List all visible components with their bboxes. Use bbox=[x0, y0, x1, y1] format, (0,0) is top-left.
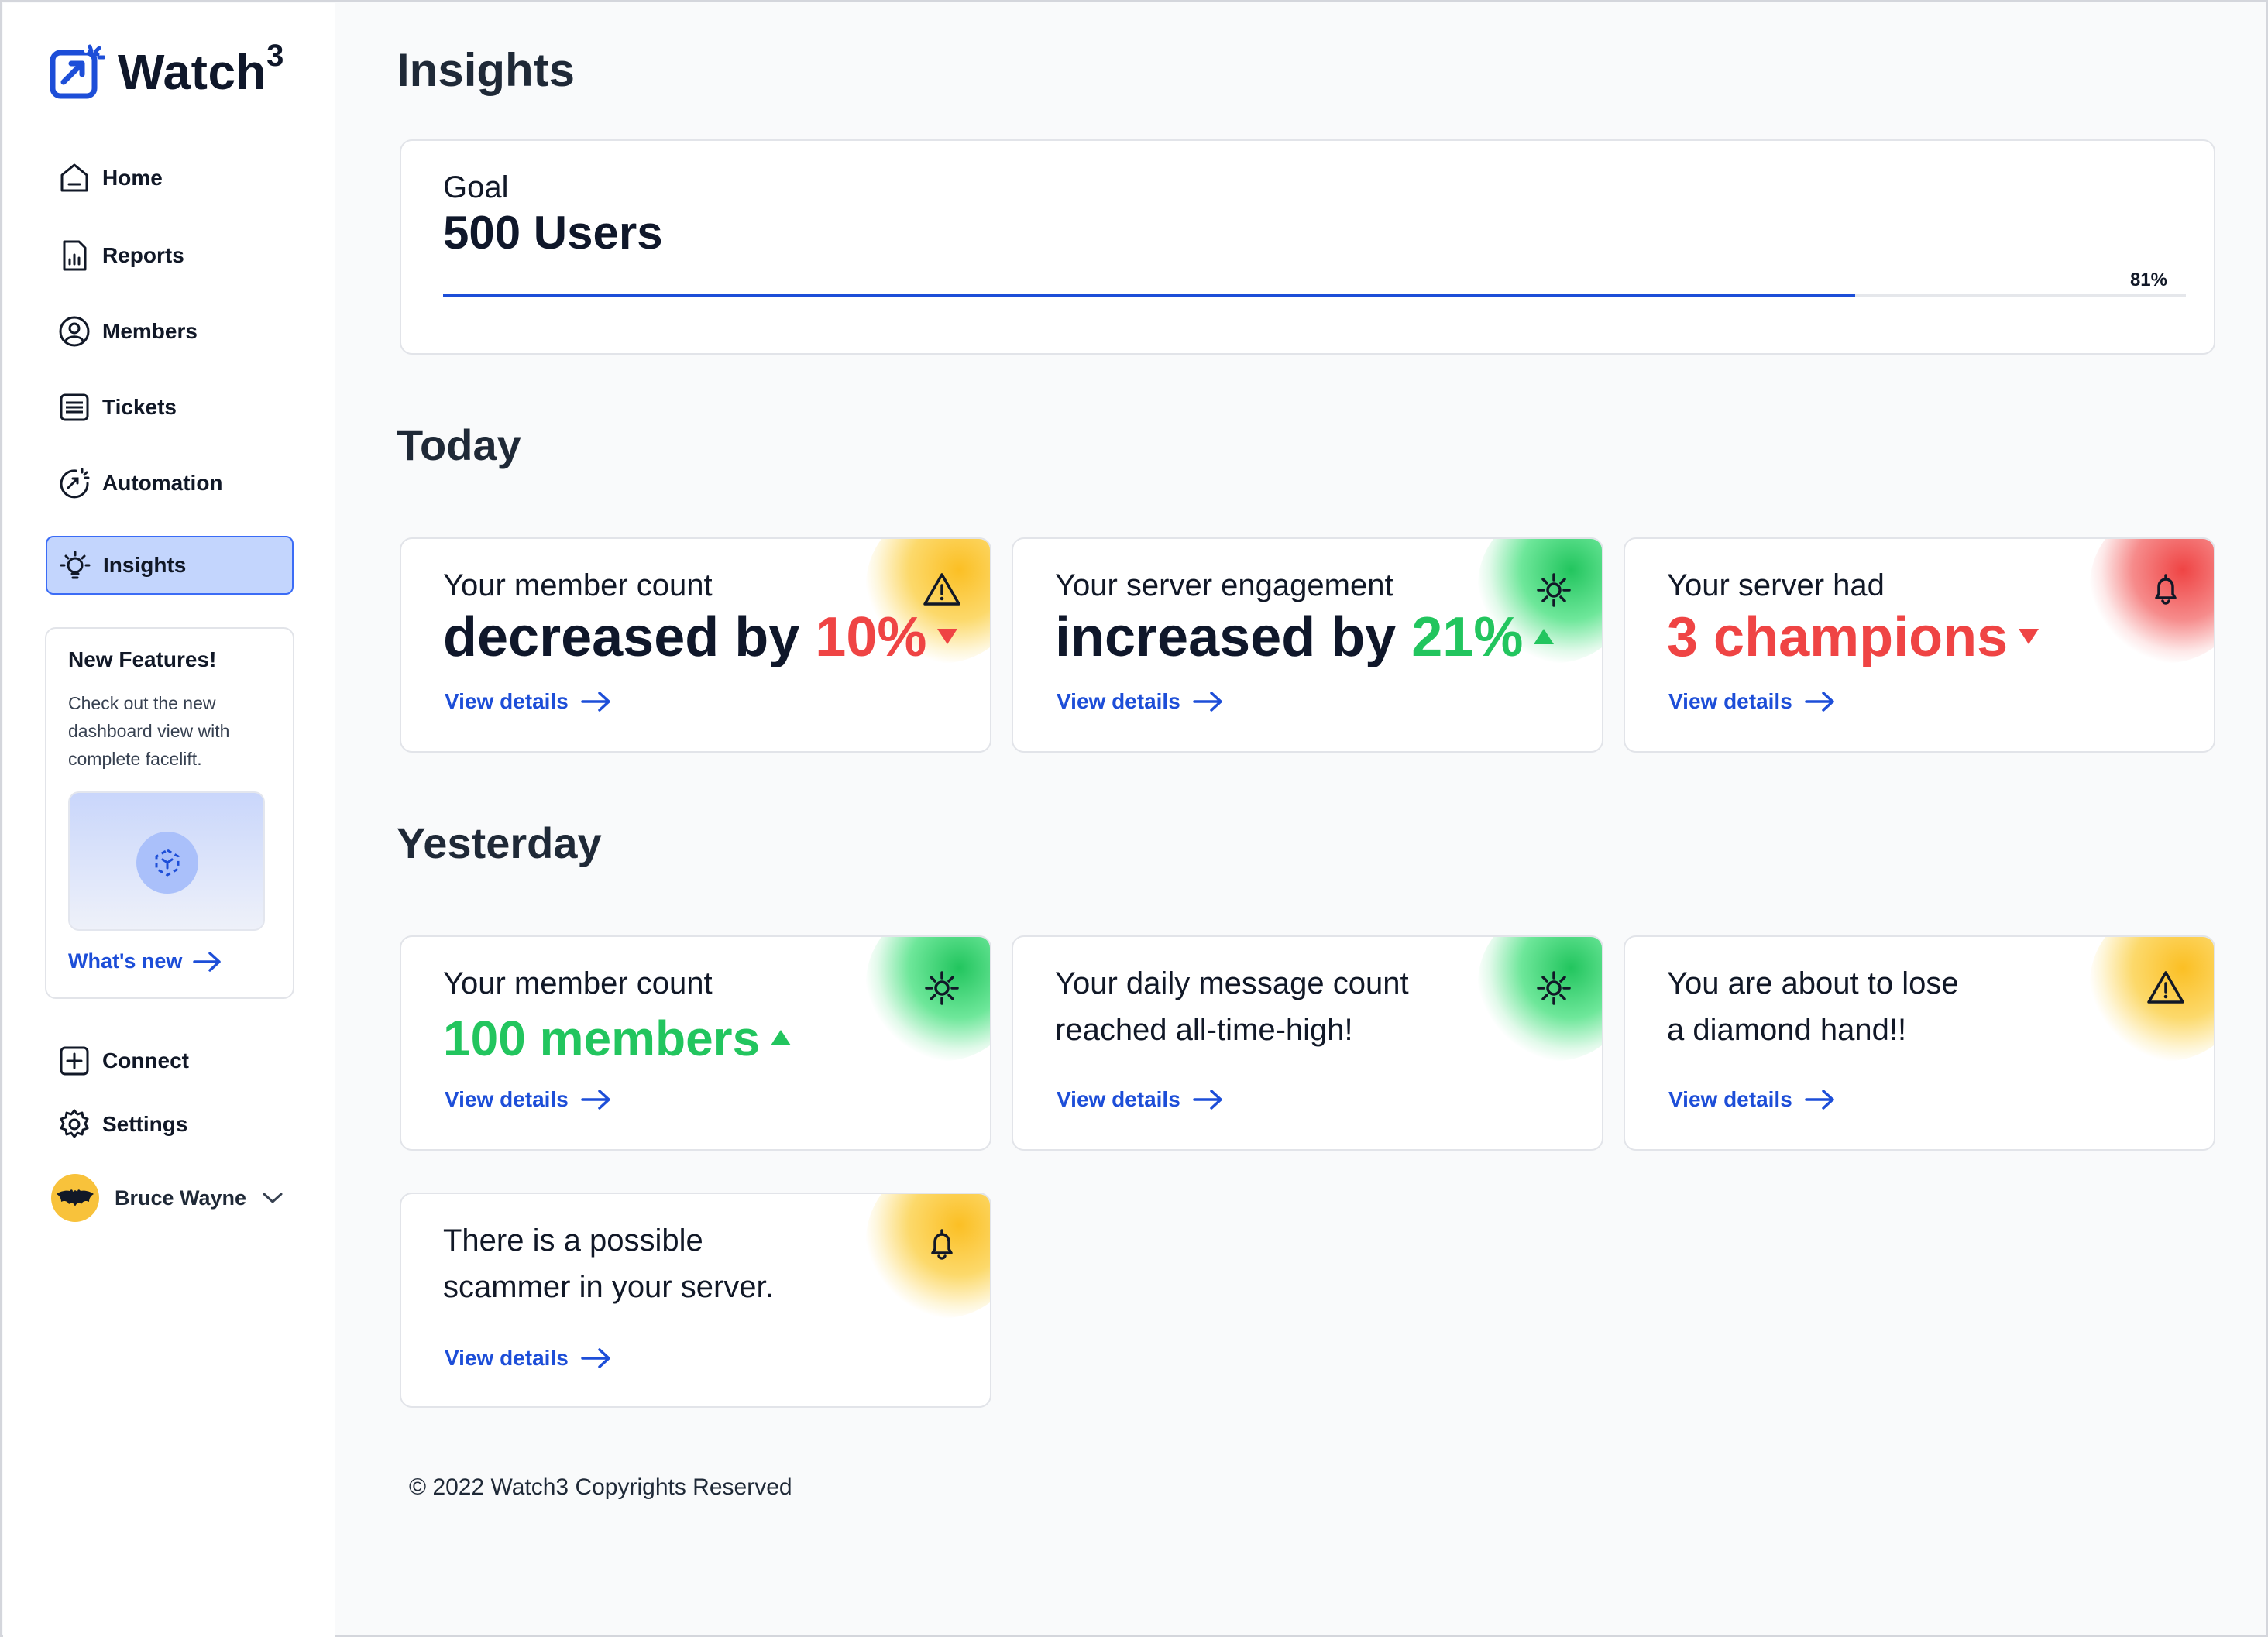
card-metric: 100 members bbox=[443, 1010, 792, 1067]
cube-scan-icon bbox=[155, 849, 180, 877]
trend-down-icon bbox=[937, 628, 958, 644]
home-icon bbox=[60, 163, 88, 192]
sidebar-item-home[interactable]: Home bbox=[46, 149, 294, 208]
section-yesterday-title: Yesterday bbox=[397, 818, 602, 867]
arrow-right-icon bbox=[1805, 692, 1834, 712]
card-title: Your server engagement bbox=[1055, 568, 1393, 602]
sidebar-item-settings[interactable]: Settings bbox=[46, 1095, 294, 1154]
view-details-link[interactable]: View details bbox=[445, 1087, 612, 1112]
user-menu[interactable]: Bruce Wayne bbox=[51, 1174, 284, 1222]
feature-description: Check out the new dashboard view with co… bbox=[68, 693, 230, 769]
card-title: You are about to lose bbox=[1667, 966, 1959, 1000]
goal-value: 500 Users bbox=[443, 207, 663, 259]
arrow-right-icon bbox=[1193, 692, 1222, 712]
view-details-link[interactable]: View details bbox=[1057, 689, 1224, 714]
whats-new-label: What's new bbox=[68, 949, 183, 973]
card-title: Your daily message count bbox=[1055, 966, 1409, 1000]
trend-down-icon bbox=[2019, 628, 2039, 644]
insight-card-diamond-hand-yesterday[interactable]: You are about to lose a diamond hand!! V… bbox=[1624, 935, 2215, 1151]
insight-card-member-count-yesterday[interactable]: Your member count 100 members View detai… bbox=[400, 935, 991, 1151]
sidebar-item-label: Settings bbox=[102, 1112, 188, 1136]
sidebar-item-label: Automation bbox=[102, 471, 223, 495]
automation-icon bbox=[60, 468, 90, 499]
sparkle-icon bbox=[1537, 573, 1571, 607]
arrow-right-icon bbox=[1193, 1090, 1222, 1110]
sidebar-item-insights[interactable]: Insights bbox=[46, 536, 294, 595]
arrow-right-icon bbox=[1805, 1090, 1834, 1110]
whats-new-link[interactable]: What's new bbox=[68, 949, 271, 973]
section-today-title: Today bbox=[397, 420, 521, 469]
warning-icon bbox=[2147, 971, 2184, 1004]
user-name: Bruce Wayne bbox=[115, 1186, 247, 1210]
arrow-right-icon bbox=[581, 1348, 610, 1368]
sidebar-item-label: Members bbox=[102, 319, 198, 343]
bell-icon bbox=[931, 1229, 953, 1260]
insight-card-scammer-yesterday[interactable]: There is a possible scammer in your serv… bbox=[400, 1193, 991, 1408]
sidebar-item-reports[interactable]: Reports bbox=[46, 226, 294, 285]
trend-up-icon bbox=[1534, 628, 1555, 644]
sidebar-item-label: Tickets bbox=[102, 395, 177, 419]
ticket-icon bbox=[60, 393, 89, 421]
card-metric: decreased by 10% bbox=[443, 606, 958, 669]
card-metric: increased by 21% bbox=[1055, 606, 1555, 669]
plus-square-icon bbox=[60, 1046, 89, 1076]
card-subtitle: scammer in your server. bbox=[443, 1270, 774, 1304]
sidebar-item-members[interactable]: Members bbox=[46, 302, 294, 361]
card-title: Your server had bbox=[1667, 568, 1885, 602]
brand-name: Watch3 bbox=[118, 38, 284, 100]
lightbulb-icon bbox=[60, 551, 91, 579]
arrow-right-icon bbox=[193, 951, 222, 972]
goal-label: Goal bbox=[443, 170, 509, 204]
brand-logo[interactable]: Watch3 bbox=[48, 38, 284, 101]
card-title: Your member count bbox=[443, 568, 713, 602]
goal-card: Goal 500 Users 81% bbox=[400, 139, 2215, 355]
sparkle-icon bbox=[1537, 971, 1571, 1005]
goal-progress-text: 81% bbox=[2129, 269, 2167, 290]
trend-up-icon bbox=[771, 1030, 792, 1046]
sidebar-item-label: Insights bbox=[103, 553, 187, 577]
feature-title: New Features! bbox=[68, 647, 217, 671]
watch3-logo-icon bbox=[50, 44, 105, 99]
card-subtitle: a diamond hand!! bbox=[1667, 1013, 1907, 1047]
sidebar: Watch3 Home Reports Members Tickets Auto… bbox=[3, 3, 335, 1637]
sidebar-item-connect[interactable]: Connect bbox=[46, 1031, 294, 1090]
insight-card-member-count-today[interactable]: Your member count decreased by 10% View … bbox=[400, 537, 991, 753]
feature-preview-image[interactable] bbox=[68, 791, 265, 931]
card-subtitle: reached all-time-high! bbox=[1055, 1013, 1353, 1047]
sparkle-icon bbox=[925, 971, 959, 1005]
view-details-link[interactable]: View details bbox=[445, 1346, 612, 1371]
bat-icon bbox=[57, 1189, 94, 1206]
sidebar-item-label: Connect bbox=[102, 1048, 189, 1072]
chevron-down-icon bbox=[263, 1193, 283, 1203]
insight-card-champions-today[interactable]: Your server had 3 champions View details bbox=[1624, 537, 2215, 753]
card-title: Your member count bbox=[443, 966, 713, 1000]
sidebar-item-label: Reports bbox=[102, 243, 184, 267]
goal-progress-fill bbox=[443, 294, 1855, 297]
view-details-link[interactable]: View details bbox=[1057, 1087, 1224, 1112]
view-details-link[interactable]: View details bbox=[1668, 689, 1836, 714]
sidebar-item-label: Home bbox=[102, 166, 163, 190]
sidebar-item-automation[interactable]: Automation bbox=[46, 454, 294, 513]
bell-icon bbox=[2155, 574, 2177, 605]
user-circle-icon bbox=[59, 316, 90, 347]
bat-logo-avatar bbox=[51, 1174, 99, 1222]
view-details-link[interactable]: View details bbox=[445, 689, 612, 714]
feature-preview-bubble bbox=[136, 832, 198, 894]
arrow-right-icon bbox=[581, 692, 610, 712]
footer-copyright: © 2022 Watch3 Copyrights Reserved bbox=[409, 1474, 792, 1500]
goal-progress-bar bbox=[443, 294, 2186, 297]
page-title: Insights bbox=[397, 44, 576, 96]
warning-icon bbox=[923, 573, 960, 606]
sidebar-item-tickets[interactable]: Tickets bbox=[46, 378, 294, 437]
arrow-right-icon bbox=[581, 1090, 610, 1110]
card-title: There is a possible bbox=[443, 1223, 703, 1258]
new-features-card: New Features! Check out the new dashboar… bbox=[45, 627, 294, 999]
card-metric: 3 champions bbox=[1667, 606, 2039, 669]
view-details-link[interactable]: View details bbox=[1668, 1087, 1836, 1112]
report-icon bbox=[63, 240, 87, 271]
insight-card-message-count-yesterday[interactable]: Your daily message count reached all-tim… bbox=[1012, 935, 1603, 1151]
insight-card-engagement-today[interactable]: Your server engagement increased by 21% … bbox=[1012, 537, 1603, 753]
gear-icon bbox=[60, 1109, 89, 1138]
